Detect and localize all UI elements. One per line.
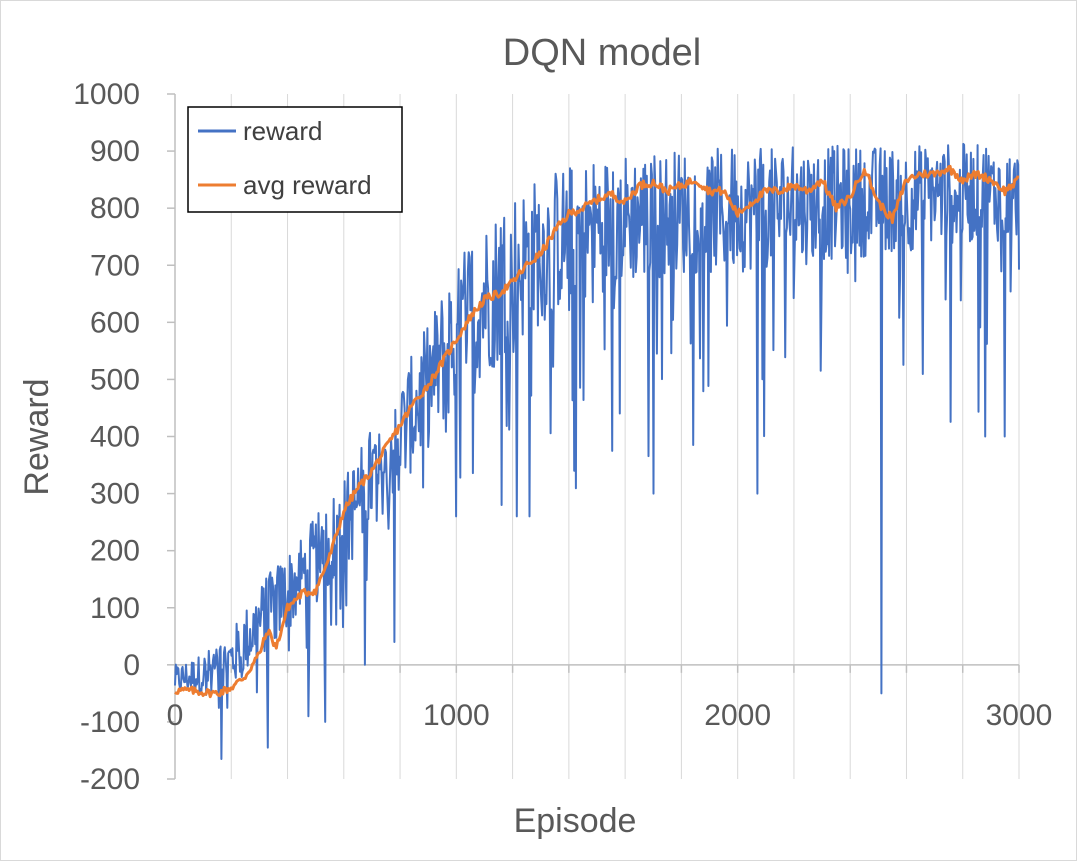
y-tick-label: 1000 [73,78,140,111]
y-tick-label: 200 [90,535,140,568]
legend: reward avg reward [187,106,403,213]
y-tick-label: 300 [90,478,140,511]
y-tick-label: 600 [90,306,140,339]
y-axis-label: Reward [18,378,56,495]
x-tick-label: 1000 [423,699,490,732]
x-tick-label: 2000 [704,699,771,732]
series-layer [174,142,1020,760]
chart-title: DQN model [503,32,702,74]
y-tick-label: 500 [90,363,140,396]
x-axis-label: Episode [514,802,637,840]
tick-labels: -200 -100 0 100 200 300 400 500 600 700 800 900 1000… [73,78,1052,796]
y-tick-label: 900 [90,135,140,168]
y-tick-label: 800 [90,192,140,225]
legend-box [187,106,403,213]
y-tick-label: 100 [90,592,140,625]
x-tick-label: 0 [167,699,184,732]
x-tick-label: 3000 [986,699,1053,732]
y-tick-label: -200 [80,763,140,796]
y-tick-label: 400 [90,421,140,454]
y-tick-label: -100 [80,706,140,739]
legend-label-reward: reward [243,116,322,146]
y-tick-label: 0 [123,649,140,682]
legend-label-avg-reward: avg reward [243,170,372,200]
series-reward-line [174,142,1020,760]
y-tick-label: 700 [90,249,140,282]
series-avg-reward-line [174,164,1020,699]
